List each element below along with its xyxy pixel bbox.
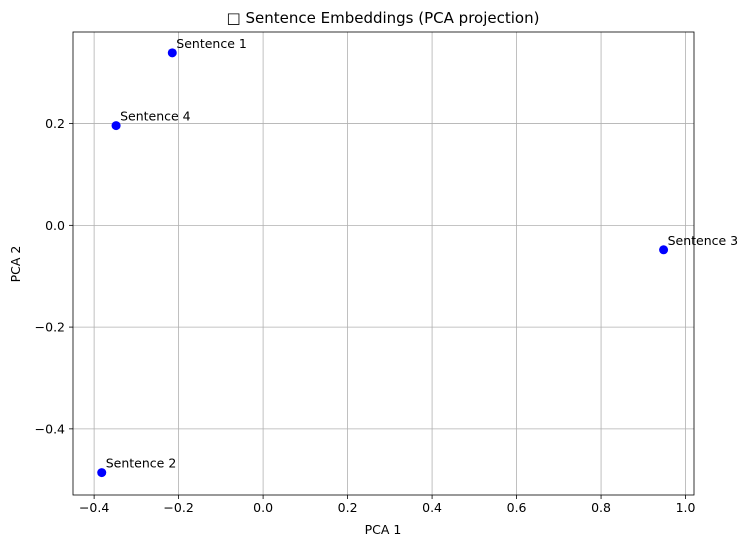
point-label: Sentence 1: [176, 36, 247, 51]
data-points: Sentence 1 Sentence 2 Sentence 3 Sentence 4: [97, 36, 739, 478]
data-point: [659, 245, 669, 255]
y-axis-label: PCA 2: [8, 246, 23, 283]
x-tick-label: 0.0: [253, 500, 273, 515]
y-tick-label: −0.2: [35, 320, 65, 335]
x-tick-label: 1.0: [676, 500, 696, 515]
point-label: Sentence 3: [668, 233, 739, 248]
data-point: [167, 48, 177, 58]
axes-frame: [72, 31, 695, 496]
x-tick-label: −0.2: [163, 500, 193, 515]
x-tick-label: 0.4: [422, 500, 442, 515]
chart-title: □ Sentence Embeddings (PCA projection): [227, 9, 540, 27]
x-axis-label: PCA 1: [365, 522, 402, 537]
data-point: [97, 468, 107, 478]
data-point: [111, 121, 121, 131]
x-tick-label: 0.8: [591, 500, 611, 515]
x-tick-label: −0.4: [79, 500, 109, 515]
y-tick-label: 0.0: [45, 218, 65, 233]
point-label: Sentence 4: [120, 109, 191, 124]
point-label: Sentence 2: [106, 456, 177, 471]
x-tick-label: 0.2: [338, 500, 358, 515]
y-tick-label: 0.2: [45, 116, 65, 131]
x-tick-label: 0.6: [507, 500, 527, 515]
grid-lines: [73, 32, 694, 495]
axis-ticks: −0.4 −0.2 0.0 0.2 0.4 0.6 0.8 1.0 −0.4 −0.2 0.0 0.2: [35, 116, 696, 515]
y-tick-label: −0.4: [35, 421, 65, 436]
